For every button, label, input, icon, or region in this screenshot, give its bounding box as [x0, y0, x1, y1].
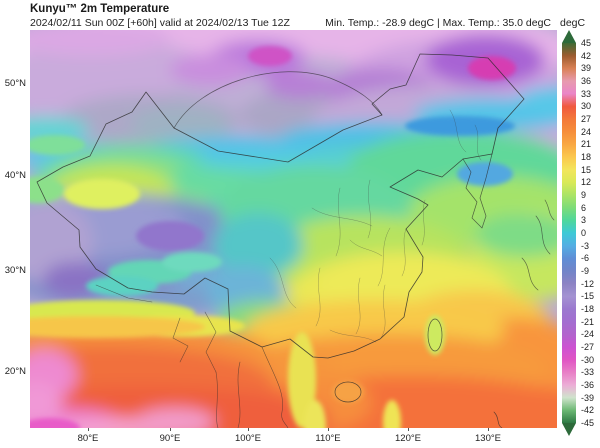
colorbar-tick-label: -24 [581, 329, 595, 340]
colorbar-tick-label: 12 [581, 177, 592, 188]
temperature-blob [288, 332, 316, 428]
colorbar-tick-label: -12 [581, 278, 595, 289]
lat-label: 50°N [4, 78, 26, 89]
temperature-blob [136, 221, 204, 251]
temperature-blob [425, 315, 445, 355]
colorbar-tick-label: 6 [581, 202, 587, 213]
temperature-blob [475, 213, 557, 257]
lon-tick [88, 428, 89, 431]
colorbar-arrow-top [562, 30, 576, 43]
colorbar-tick-label: -42 [581, 405, 595, 416]
temperature-blob [332, 381, 364, 403]
temperature-blob [86, 276, 158, 296]
south-asia-borders [95, 284, 217, 373]
temperature-blob [30, 135, 85, 155]
temperature-blob [170, 54, 250, 86]
mongolia-border [173, 71, 383, 129]
lon-tick [328, 428, 329, 431]
lon-label: 100°E [235, 433, 261, 444]
colorbar-tick-label: -36 [581, 380, 595, 390]
colorbar-tick-label: 15 [581, 164, 592, 175]
temperature-blob [64, 179, 140, 209]
colorbar-tick-label: -18 [581, 304, 595, 314]
hainan-outline [334, 381, 362, 403]
lat-label: 20°N [4, 366, 26, 377]
temperature-blob [135, 408, 215, 428]
lat-label: 40°N [4, 170, 26, 181]
lat-label: 30°N [4, 265, 26, 276]
temperature-blobs-sharp [30, 46, 516, 428]
colorbar-arrow-bottom [562, 423, 576, 436]
japan-coastline [521, 199, 555, 291]
colorbar-tick-label: 18 [581, 152, 592, 162]
lon-tick [170, 428, 171, 431]
temperature-blob [304, 400, 326, 428]
china-border [36, 53, 525, 359]
colorbar-tick-label: -45 [581, 418, 595, 428]
temperature-blob [30, 316, 205, 338]
colorbar-unit-label: degC [560, 17, 586, 29]
colorbar-tick-label: -27 [581, 342, 595, 352]
temperature-blob [468, 56, 516, 80]
lon-label: 130°E [475, 433, 501, 444]
colorbar-tick-label: 9 [581, 190, 587, 200]
colorbar-tick-label: -6 [581, 253, 590, 264]
lon-label: 110°E [315, 433, 341, 444]
temperature-blob [130, 107, 230, 143]
colorbar-tick-label: -15 [581, 291, 595, 302]
colorbar-tick-label: 21 [581, 139, 592, 150]
lon-tick [488, 428, 489, 431]
colorbar [562, 43, 576, 423]
temperature-blob [248, 46, 292, 66]
temperature-blob [517, 86, 557, 114]
colorbar-tick-label: 0 [581, 228, 587, 238]
colorbar-tick-label: 30 [581, 101, 592, 112]
colorbar-tick-label: -30 [581, 354, 595, 365]
colorbar-tick-label: 36 [581, 76, 592, 86]
temperature-blob [162, 252, 222, 272]
temperature-blob [213, 213, 303, 277]
taiwan-outline [427, 318, 443, 352]
colorbar-tick-label: 24 [581, 126, 592, 137]
page-title: Kunyu™ 2m Temperature [30, 3, 170, 15]
province-borders [269, 109, 482, 343]
lon-label: 120°E [395, 433, 421, 444]
temperature-blob [30, 177, 64, 203]
temperature-blob [383, 400, 401, 428]
lon-label: 80°E [77, 433, 99, 444]
lon-tick [408, 428, 409, 431]
colorbar-tick-label: 33 [581, 88, 592, 99]
luzon-outline [493, 411, 503, 428]
lon-tick [248, 428, 249, 431]
korea-borders [462, 153, 493, 229]
temperature-blob [30, 382, 62, 426]
temperature-blob [457, 162, 513, 186]
colorbar-tick-label: -33 [581, 367, 595, 378]
forecast-run-info: 2024/02/11 Sun 00Z [+60h] valid at 2024/… [30, 17, 290, 29]
map-boundaries [36, 53, 555, 428]
temperature-blob [30, 418, 80, 428]
colorbar-tick-label: 39 [581, 63, 592, 74]
colorbar-tick-label: -3 [581, 240, 590, 251]
temperature-field-map [30, 30, 557, 428]
colorbar-tick-label: -9 [581, 266, 590, 276]
temperature-blob [265, 71, 335, 99]
minmax-temp-readout: Min. Temp.: -28.9 degC | Max. Temp.: 35.… [325, 17, 551, 29]
temperature-blob [405, 116, 515, 136]
lon-label: 90°E [159, 433, 181, 444]
temperature-blob [30, 30, 170, 56]
colorbar-tick-label: 42 [581, 50, 592, 61]
colorbar-tick-label: 27 [581, 114, 592, 124]
colorbar-tick-label: -21 [581, 316, 595, 327]
colorbar-tick-label: 45 [581, 38, 592, 48]
colorbar-tick-label: -39 [581, 392, 595, 403]
colorbar-tick-label: 3 [581, 215, 587, 226]
indochina-borders [215, 346, 289, 428]
